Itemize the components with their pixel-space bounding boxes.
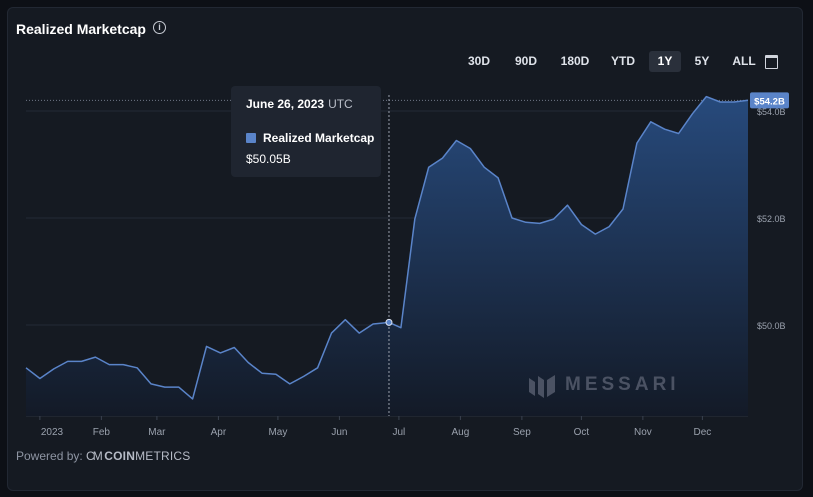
- crosshair-marker: [385, 318, 393, 326]
- coinmetrics-mark-icon: CM: [86, 449, 103, 463]
- last-value-label: $54.2B: [754, 96, 785, 107]
- watermark-text: MESSARI: [565, 374, 680, 395]
- range-button-180d[interactable]: 180D: [560, 54, 590, 68]
- x-tick-label: Jul: [393, 427, 406, 438]
- tooltip-value: $50.05B: [246, 152, 291, 166]
- range-button-all[interactable]: ALL: [732, 54, 756, 68]
- tooltip-timezone: UTC: [328, 97, 353, 111]
- range-button-1y[interactable]: 1Y: [649, 51, 681, 72]
- messari-logo-icon: [529, 375, 555, 398]
- coinmetrics-logo-thin: METRICS: [135, 449, 191, 463]
- powered-by: Powered by: CM COINMETRICS: [16, 449, 190, 463]
- hover-tooltip: June 26, 2023 UTC Realized Marketcap $50.…: [231, 86, 381, 177]
- range-button-90d[interactable]: 90D: [514, 54, 537, 68]
- chart-title: Realized Marketcap: [16, 21, 146, 37]
- x-tick-label: Mar: [148, 427, 166, 438]
- x-tick-label: 2023: [41, 427, 64, 438]
- tooltip-series-name: Realized Marketcap: [263, 131, 375, 145]
- coinmetrics-logo[interactable]: CM COINMETRICS: [86, 449, 190, 463]
- x-tick-label: Oct: [574, 427, 590, 438]
- y-tick-label: $50.0B: [757, 321, 786, 331]
- x-tick-label: Feb: [93, 427, 111, 438]
- x-tick-label: Apr: [211, 427, 227, 438]
- tooltip-date-text: June 26, 2023: [246, 97, 325, 111]
- tooltip-date: June 26, 2023 UTC: [246, 97, 353, 111]
- range-button-5y[interactable]: 5Y: [694, 54, 710, 68]
- y-tick-label: $52.0B: [757, 214, 786, 224]
- y-tick-label: $54.0B: [757, 107, 786, 117]
- calendar-icon[interactable]: [765, 55, 778, 69]
- x-tick-label: Sep: [513, 427, 531, 438]
- series-swatch-icon: [246, 133, 256, 143]
- powered-by-label: Powered by:: [16, 449, 83, 463]
- series-area: [26, 96, 748, 416]
- x-tick-label: Dec: [693, 427, 711, 438]
- x-tick-label: Aug: [451, 427, 469, 438]
- last-value-badge: [750, 92, 789, 109]
- info-icon[interactable]: i: [153, 21, 166, 34]
- coinmetrics-logo-bold: COIN: [104, 449, 136, 463]
- x-tick-label: May: [268, 427, 287, 438]
- x-tick-label: Nov: [634, 427, 652, 438]
- range-button-30d[interactable]: 30D: [467, 54, 490, 68]
- x-tick-label: Jun: [331, 427, 347, 438]
- range-button-ytd[interactable]: YTD: [611, 54, 635, 68]
